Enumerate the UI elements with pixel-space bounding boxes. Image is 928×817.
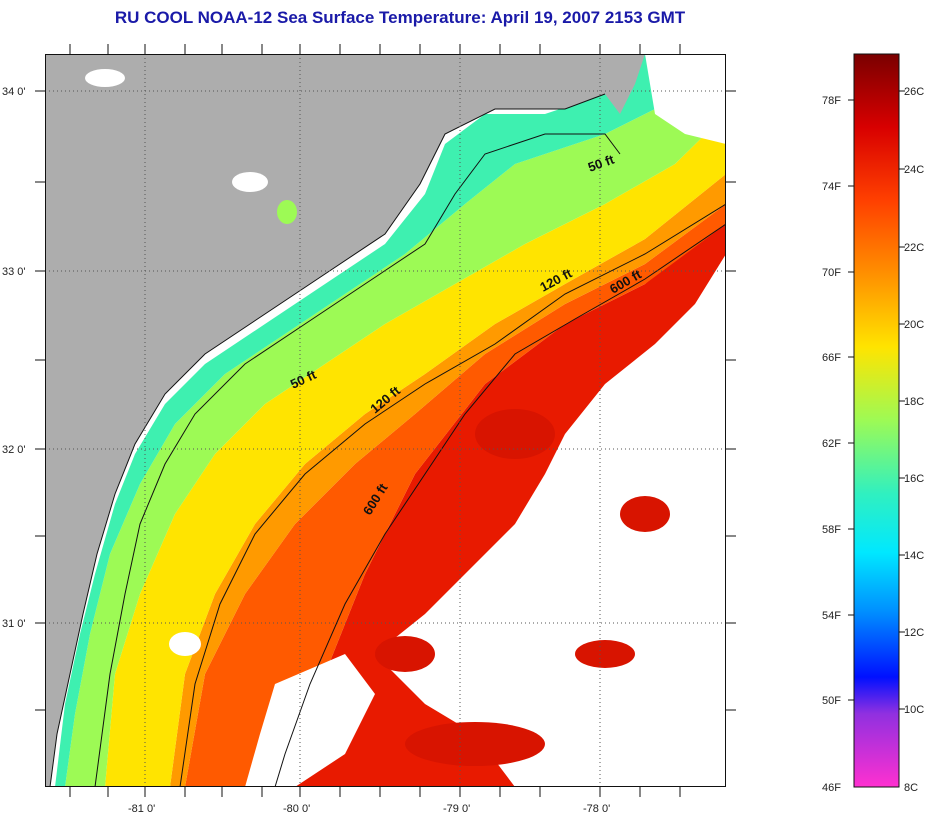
lon-tick-81: -81 0' [128, 803, 155, 815]
cb-c-24: 24C [904, 164, 924, 176]
graticule [45, 54, 726, 787]
colorbar: 78F 74F 70F 66F 62F 58F 54F 50F 46F 26C … [822, 53, 924, 794]
land-mass [45, 54, 605, 787]
cb-f-70: 70F [822, 267, 841, 279]
cloud-cover [85, 54, 726, 787]
contour-120ft [179, 203, 726, 787]
sst-map: 50 ft 120 ft 600 ft 50 ft 120 ft 600 ft [45, 54, 726, 787]
lat-tick-31: 31 0' [2, 618, 26, 630]
cb-c-8: 8C [904, 782, 918, 794]
lat-tick-34: 34 0' [2, 86, 26, 98]
mid-shelf-orange [185, 204, 726, 787]
cb-c-18: 18C [904, 396, 924, 408]
cb-c-10: 10C [904, 704, 924, 716]
lat-tick-32: 32 0' [2, 444, 26, 456]
cb-f-58: 58F [822, 524, 841, 536]
inner-shelf-green [65, 54, 726, 787]
shelf-orange-light [170, 174, 726, 787]
cb-c-26: 26C [904, 86, 924, 98]
cb-f-74: 74F [822, 181, 841, 193]
shelf-yellow [105, 114, 726, 787]
cb-c-20: 20C [904, 319, 924, 331]
coastline [49, 93, 606, 787]
cb-c-12: 12C [904, 627, 924, 639]
cb-f-78: 78F [822, 95, 841, 107]
lat-tick-33: 33 0' [2, 266, 26, 278]
cb-f-66: 66F [822, 352, 841, 364]
map-title: RU COOL NOAA-12 Sea Surface Temperature:… [114, 8, 686, 27]
cb-c-14: 14C [904, 550, 924, 562]
cb-c-16: 16C [904, 473, 924, 485]
map-frame [45, 54, 726, 787]
lon-tick-80: -80 0' [283, 803, 310, 815]
cb-f-46: 46F [822, 782, 841, 794]
warm-water-patches [375, 409, 670, 766]
colorbar-gradient [853, 53, 900, 788]
cb-f-50: 50F [822, 695, 841, 707]
cb-c-22: 22C [904, 242, 924, 254]
land-north-strip [605, 54, 645, 114]
lon-tick-79: -79 0' [443, 803, 470, 815]
cb-f-62: 62F [822, 438, 841, 450]
cb-f-54: 54F [822, 610, 841, 622]
island-patch [277, 200, 297, 224]
sst-map-svg: 50 ft 120 ft 600 ft 50 ft 120 ft 600 ft [45, 54, 726, 787]
contour-600ft [274, 223, 726, 787]
lon-tick-78: -78 0' [583, 803, 610, 815]
contour-50ft [94, 133, 621, 787]
